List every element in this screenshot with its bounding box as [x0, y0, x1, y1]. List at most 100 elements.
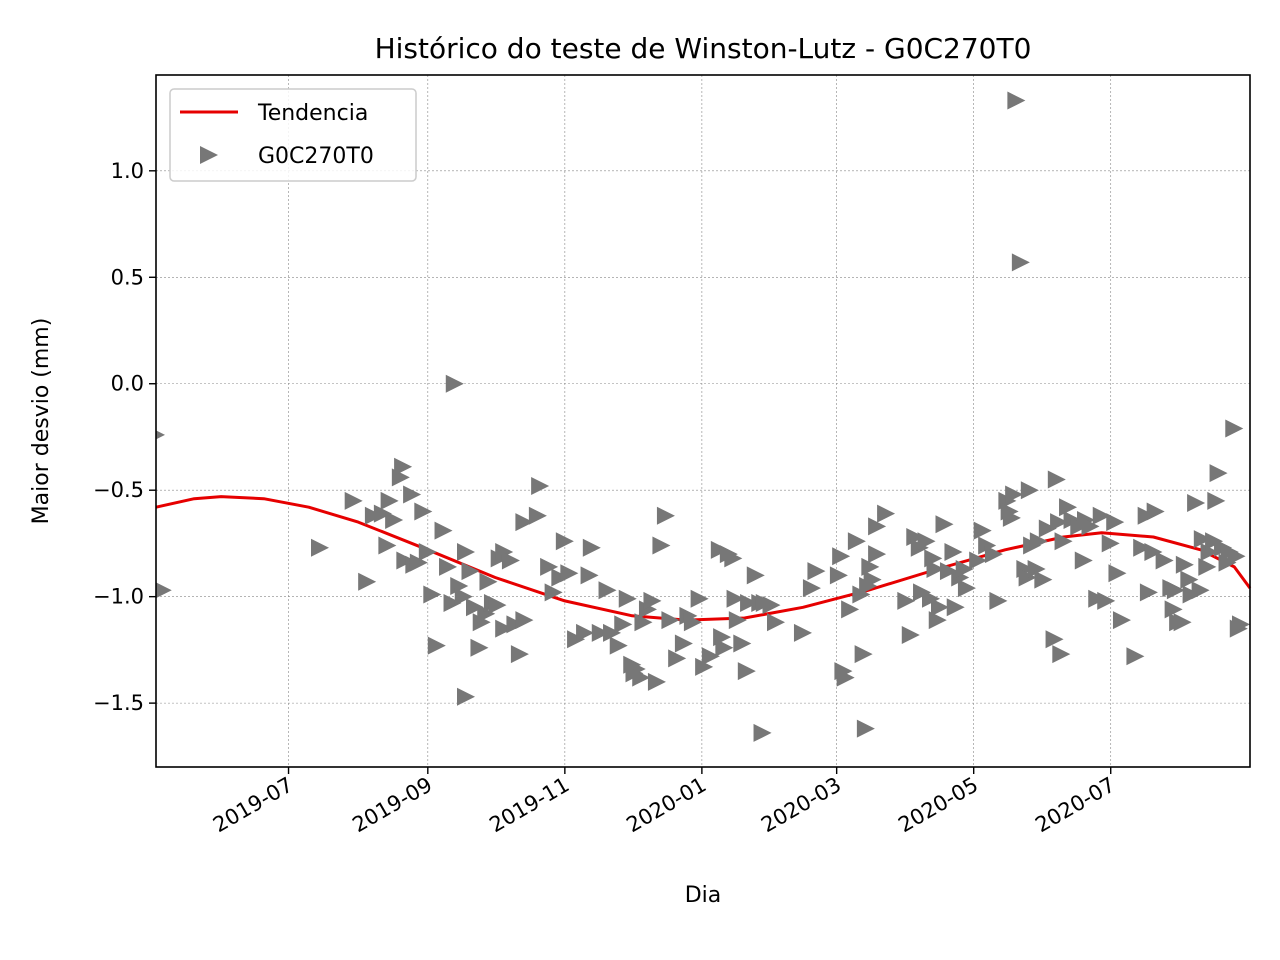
scatter-point	[661, 611, 680, 630]
scatter-point	[358, 572, 377, 591]
scatter-point	[877, 504, 896, 523]
y-tick-label: 1.0	[111, 159, 144, 183]
scatter-point	[540, 557, 559, 576]
scatter-point	[603, 623, 622, 642]
scatter-point	[674, 634, 693, 653]
scatter-point	[427, 636, 446, 655]
scatter-point	[1146, 502, 1165, 521]
scatter-point	[1232, 615, 1250, 634]
scatter-point	[454, 587, 473, 606]
scatter-point	[863, 570, 882, 589]
x-tick-label: 2019-11	[485, 773, 573, 838]
trend-layer	[155, 495, 1252, 622]
scatter-point	[576, 623, 595, 642]
scatter-point	[1038, 519, 1057, 538]
scatter-point	[614, 615, 633, 634]
scatter-point	[829, 566, 848, 585]
scatter-point	[1198, 557, 1217, 576]
x-tick-label: 2020-07	[1031, 773, 1119, 838]
scatter-point	[423, 585, 442, 604]
scatter-point	[1007, 91, 1026, 110]
scatter-point	[495, 619, 514, 638]
x-tick-label: 2020-03	[757, 773, 845, 838]
scatter-point	[1002, 508, 1021, 527]
scatter-point	[310, 538, 329, 557]
scatter-point	[1005, 485, 1024, 504]
scatter-point	[690, 589, 709, 608]
scatter-point	[380, 491, 399, 510]
scatter-point	[852, 585, 871, 604]
scatter-point	[434, 521, 453, 540]
scatter-point	[1126, 647, 1145, 666]
scatter-point	[488, 596, 507, 615]
scatter-point	[868, 545, 887, 564]
scatter-point	[560, 564, 579, 583]
scatter-point	[978, 536, 997, 555]
scatter-point	[1207, 491, 1226, 510]
scatter-point	[767, 613, 786, 632]
scatter-point	[344, 491, 363, 510]
scatter-point	[897, 591, 916, 610]
scatter-point	[832, 547, 851, 566]
scatter-point	[1112, 611, 1131, 630]
x-tick-label: 2019-09	[348, 773, 436, 838]
scatter-point	[477, 604, 496, 623]
x-tick-label: 2020-01	[622, 773, 710, 838]
scatter-point	[555, 532, 574, 551]
x-tick-label: 2019-07	[209, 773, 297, 838]
scatter-point	[737, 662, 756, 681]
scatter-point	[1092, 506, 1111, 525]
scatter-point	[836, 668, 855, 687]
scatter-point	[724, 549, 743, 568]
scatter-point	[652, 536, 671, 555]
x-axis-ticks: 2019-07 2019-09 2019-11 2020-01 2020-03 2020-…	[209, 767, 1119, 837]
y-tick-label: −1.0	[93, 585, 144, 609]
scatter-point	[683, 613, 702, 632]
scatter-point	[861, 557, 880, 576]
scatter-point	[733, 634, 752, 653]
scatter-point	[510, 645, 529, 664]
scatter-point	[385, 511, 404, 530]
scatter-point	[409, 553, 428, 572]
scatter-point	[715, 638, 734, 657]
scatter-point	[632, 668, 651, 687]
scatter-point	[1047, 470, 1066, 489]
scatter-point	[1074, 551, 1093, 570]
scatter-point	[1191, 581, 1210, 600]
scatter-point	[868, 517, 887, 536]
scatter-point	[668, 649, 687, 668]
scatter-point	[930, 598, 949, 617]
scatter-point	[701, 647, 720, 666]
scatter-point	[1101, 534, 1120, 553]
scatter-point	[1027, 559, 1046, 578]
scatter-point	[1045, 630, 1064, 649]
scatter-point	[1175, 555, 1194, 574]
scatter-point	[1227, 547, 1246, 566]
scatter-point	[1133, 538, 1152, 557]
scatter-point	[445, 374, 464, 393]
scatter-point	[847, 532, 866, 551]
scatter-point	[403, 485, 422, 504]
scatter-point	[598, 581, 617, 600]
scatter-point	[917, 532, 936, 551]
scatter-point	[1209, 464, 1228, 483]
scatter-point	[695, 657, 714, 676]
scatter-point	[1106, 513, 1125, 532]
chart-title: Histórico do teste de Winston-Lutz - G0C…	[375, 32, 1032, 65]
scatter-point	[1034, 570, 1053, 589]
scatter-point	[618, 589, 637, 608]
scatter-point	[457, 687, 476, 706]
scatter-point	[1050, 513, 1069, 532]
scatter-point	[939, 562, 958, 581]
scatter-point	[793, 623, 812, 642]
scatter-point	[728, 611, 747, 630]
scatter-point	[1054, 532, 1073, 551]
scatter-point	[753, 723, 772, 742]
scatter-point	[443, 594, 462, 613]
scatter-point	[656, 506, 675, 525]
scatter-point	[928, 611, 947, 630]
legend-label-trend: Tendencia	[257, 101, 368, 126]
scatter-point	[1193, 530, 1212, 549]
scatter-point	[802, 579, 821, 598]
